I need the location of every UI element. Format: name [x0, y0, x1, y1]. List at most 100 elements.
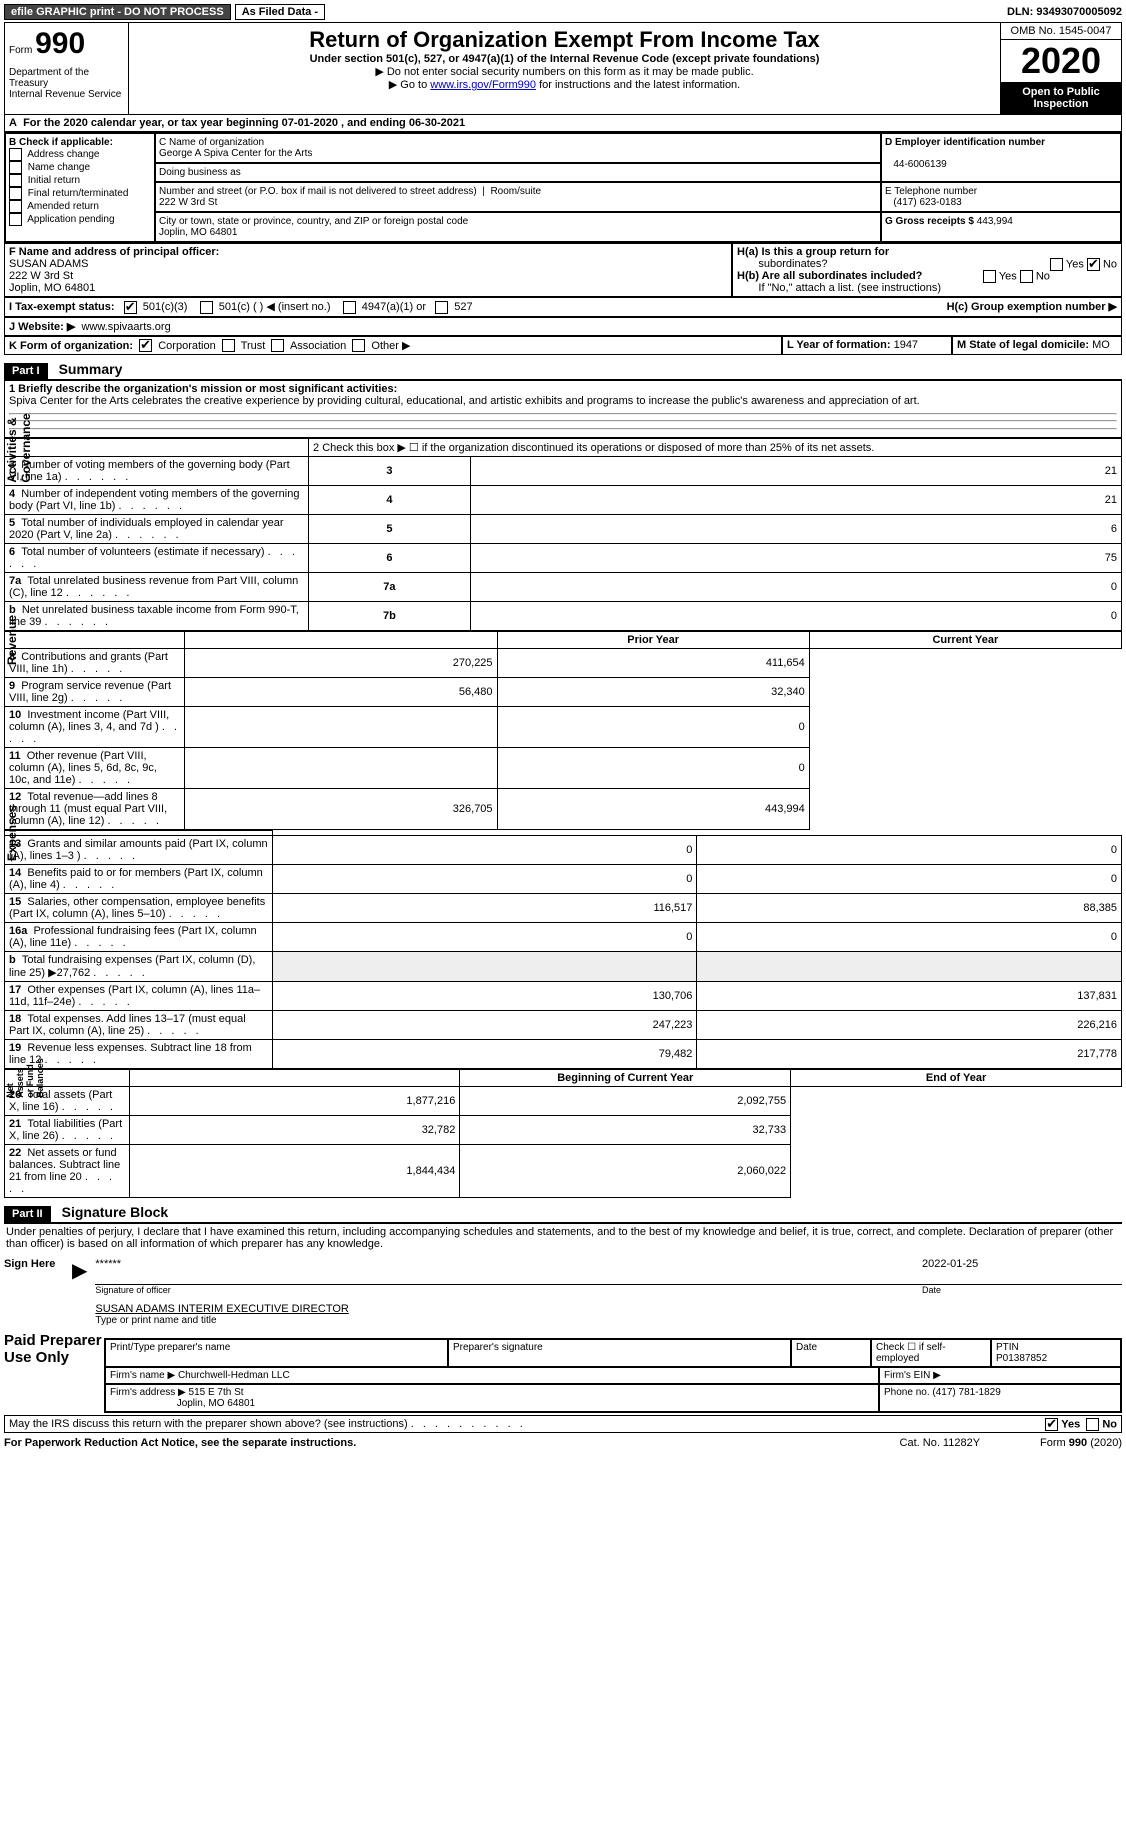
hb-note: If "No," attach a list. (see instruction… — [758, 282, 941, 294]
sig-name: SUSAN ADAMS INTERIM EXECUTIVE DIRECTOR — [95, 1303, 348, 1315]
k-o1: Corporation — [158, 340, 215, 352]
fin-row: 18 Total expenses. Add lines 13–17 (must… — [5, 1011, 1122, 1040]
firm-ein-label: Firm's EIN ▶ — [879, 1367, 1121, 1384]
m-label: M State of legal domicile: — [957, 339, 1089, 351]
ha-no: No — [1103, 258, 1117, 270]
fin-row: 21 Total liabilities (Part X, line 26) .… — [5, 1116, 1122, 1145]
vlabel-gov: Activities & Governance — [5, 413, 33, 482]
box-h: H(a) Is this a group return for subordin… — [732, 243, 1122, 297]
officer-addr2: Joplin, MO 64801 — [9, 282, 95, 294]
l-value: 1947 — [894, 339, 918, 351]
i-o4: 527 — [454, 301, 472, 313]
hb-no: No — [1036, 270, 1050, 282]
dba-label: Doing business as — [159, 167, 241, 178]
paid-preparer: Paid Preparer Use Only — [4, 1332, 104, 1413]
i-527-cb[interactable] — [435, 301, 448, 314]
j-label: J Website: ▶ — [9, 321, 75, 333]
fin-row: 19 Revenue less expenses. Subtract line … — [5, 1040, 1122, 1069]
sign-here-block: Sign Here ▶ ****** Signature of officer … — [4, 1258, 1122, 1326]
discuss-yes-cb[interactable] — [1045, 1418, 1058, 1431]
box-b-heading: B Check if applicable: — [9, 137, 113, 148]
as-filed: As Filed Data - — [235, 4, 325, 20]
dept-label: Department of the TreasuryInternal Reven… — [9, 67, 124, 100]
discuss-yes: Yes — [1061, 1419, 1080, 1431]
phone-label: Phone no. — [884, 1387, 930, 1398]
q1-block: 1 Briefly describe the organization's mi… — [4, 379, 1122, 438]
i-501c3-cb[interactable] — [124, 301, 137, 314]
gov-row: 5 Total number of individuals employed i… — [5, 515, 1122, 544]
room-label: Room/suite — [490, 186, 541, 197]
k-trust-cb[interactable] — [222, 339, 235, 352]
officer-addr1: 222 W 3rd St — [9, 270, 73, 282]
officer-name: SUSAN ADAMS — [9, 258, 88, 270]
discuss-no: No — [1102, 1419, 1117, 1431]
col-bcy: Beginning of Current Year — [460, 1070, 791, 1087]
part-i-head: Part I — [4, 363, 48, 379]
k-o2: Trust — [241, 340, 266, 352]
ha-sub: subordinates? — [758, 258, 827, 270]
hb-no-cb[interactable] — [1020, 270, 1033, 283]
gov-row: 3 Number of voting members of the govern… — [5, 457, 1122, 486]
info-grid: B Check if applicable: Address change Na… — [4, 132, 1122, 243]
box-b-cb[interactable] — [9, 200, 22, 213]
note2-post: for instructions and the latest informat… — [536, 79, 740, 91]
k-other-cb[interactable] — [352, 339, 365, 352]
hb-label: H(b) Are all subordinates included? — [737, 270, 922, 282]
dln-label: DLN: — [1007, 6, 1033, 18]
footer-left: For Paperwork Reduction Act Notice, see … — [4, 1437, 356, 1449]
box-b-cb[interactable] — [9, 148, 22, 161]
i-4947-cb[interactable] — [343, 301, 356, 314]
discuss-no-cb[interactable] — [1086, 1418, 1099, 1431]
ha-yes: Yes — [1066, 258, 1084, 270]
firm-addr2: Joplin, MO 64801 — [177, 1398, 255, 1409]
e-label: E Telephone number — [885, 186, 977, 197]
footer-mid: Cat. No. 11282Y — [900, 1437, 981, 1449]
box-b-cb[interactable] — [9, 161, 22, 174]
form-label: Form — [9, 45, 32, 56]
firm-name-cell: Firm's name ▶ Churchwell-Hedman LLC — [105, 1367, 879, 1384]
i-o2: 501(c) ( ) ◀ (insert no.) — [219, 301, 331, 313]
pt-sig-label: Preparer's signature — [448, 1339, 791, 1367]
col-cy: Current Year — [809, 632, 1121, 649]
discuss-row: May the IRS discuss this return with the… — [4, 1415, 1122, 1433]
fin-row: 10 Investment income (Part VIII, column … — [5, 707, 1122, 748]
line-a: A For the 2020 calendar year, or tax yea… — [4, 115, 1122, 132]
box-d: D Employer identification number 44-6006… — [881, 133, 1121, 182]
ptin-value: P01387852 — [996, 1353, 1047, 1364]
exp-table: Expenses 13 Grants and similar amounts p… — [4, 830, 1122, 1069]
q1-text: Spiva Center for the Arts celebrates the… — [9, 395, 920, 407]
line-j: J Website: ▶ www.spivaarts.org — [4, 317, 1122, 336]
note2-pre: ▶ Go to — [389, 79, 430, 91]
box-b-cb[interactable] — [9, 174, 22, 187]
ptin-cell: PTINP01387852 — [991, 1339, 1121, 1367]
i-501c-cb[interactable] — [200, 301, 213, 314]
l-label: L Year of formation: — [787, 339, 891, 351]
ha-yes-cb[interactable] — [1050, 258, 1063, 271]
vlabel-exp: Expenses — [5, 805, 19, 861]
k-corp-cb[interactable] — [139, 339, 152, 352]
tax-year: 2020 — [1001, 40, 1121, 82]
box-c-city: City or town, state or province, country… — [155, 212, 881, 242]
form-title: Return of Organization Exempt From Incom… — [133, 27, 996, 53]
k-o4: Other ▶ — [371, 340, 410, 352]
irs-link[interactable]: www.irs.gov/Form990 — [430, 79, 536, 91]
public-inspection: Open to Public Inspection — [1001, 82, 1121, 114]
k-assoc-cb[interactable] — [271, 339, 284, 352]
footer-right: Form 990 (2020) — [1040, 1437, 1122, 1449]
preparer-phone: (417) 781-1829 — [932, 1387, 1000, 1398]
box-b-cb[interactable] — [9, 213, 22, 226]
form-header: Form 990 Department of the TreasuryInter… — [4, 22, 1122, 115]
fin-row: 12 Total revenue—add lines 8 through 11 … — [5, 789, 1122, 830]
hc-label: H(c) Group exemption number ▶ — [947, 301, 1117, 313]
ha-no-cb[interactable] — [1087, 258, 1100, 271]
box-b-cb[interactable] — [9, 187, 22, 200]
line-m: M State of legal domicile: MO — [952, 336, 1122, 356]
pt-name-label: Print/Type preparer's name — [105, 1339, 448, 1367]
hb-yes: Yes — [999, 270, 1017, 282]
fin-row: 17 Other expenses (Part IX, column (A), … — [5, 982, 1122, 1011]
hb-yes-cb[interactable] — [983, 270, 996, 283]
firm-addr-cell: Firm's address ▶ 515 E 7th St Joplin, MO… — [105, 1384, 879, 1412]
form-note1: ▶ Do not enter social security numbers o… — [133, 65, 996, 78]
fin-row: 15 Salaries, other compensation, employe… — [5, 894, 1122, 923]
form-note2: ▶ Go to www.irs.gov/Form990 for instruct… — [133, 78, 996, 91]
